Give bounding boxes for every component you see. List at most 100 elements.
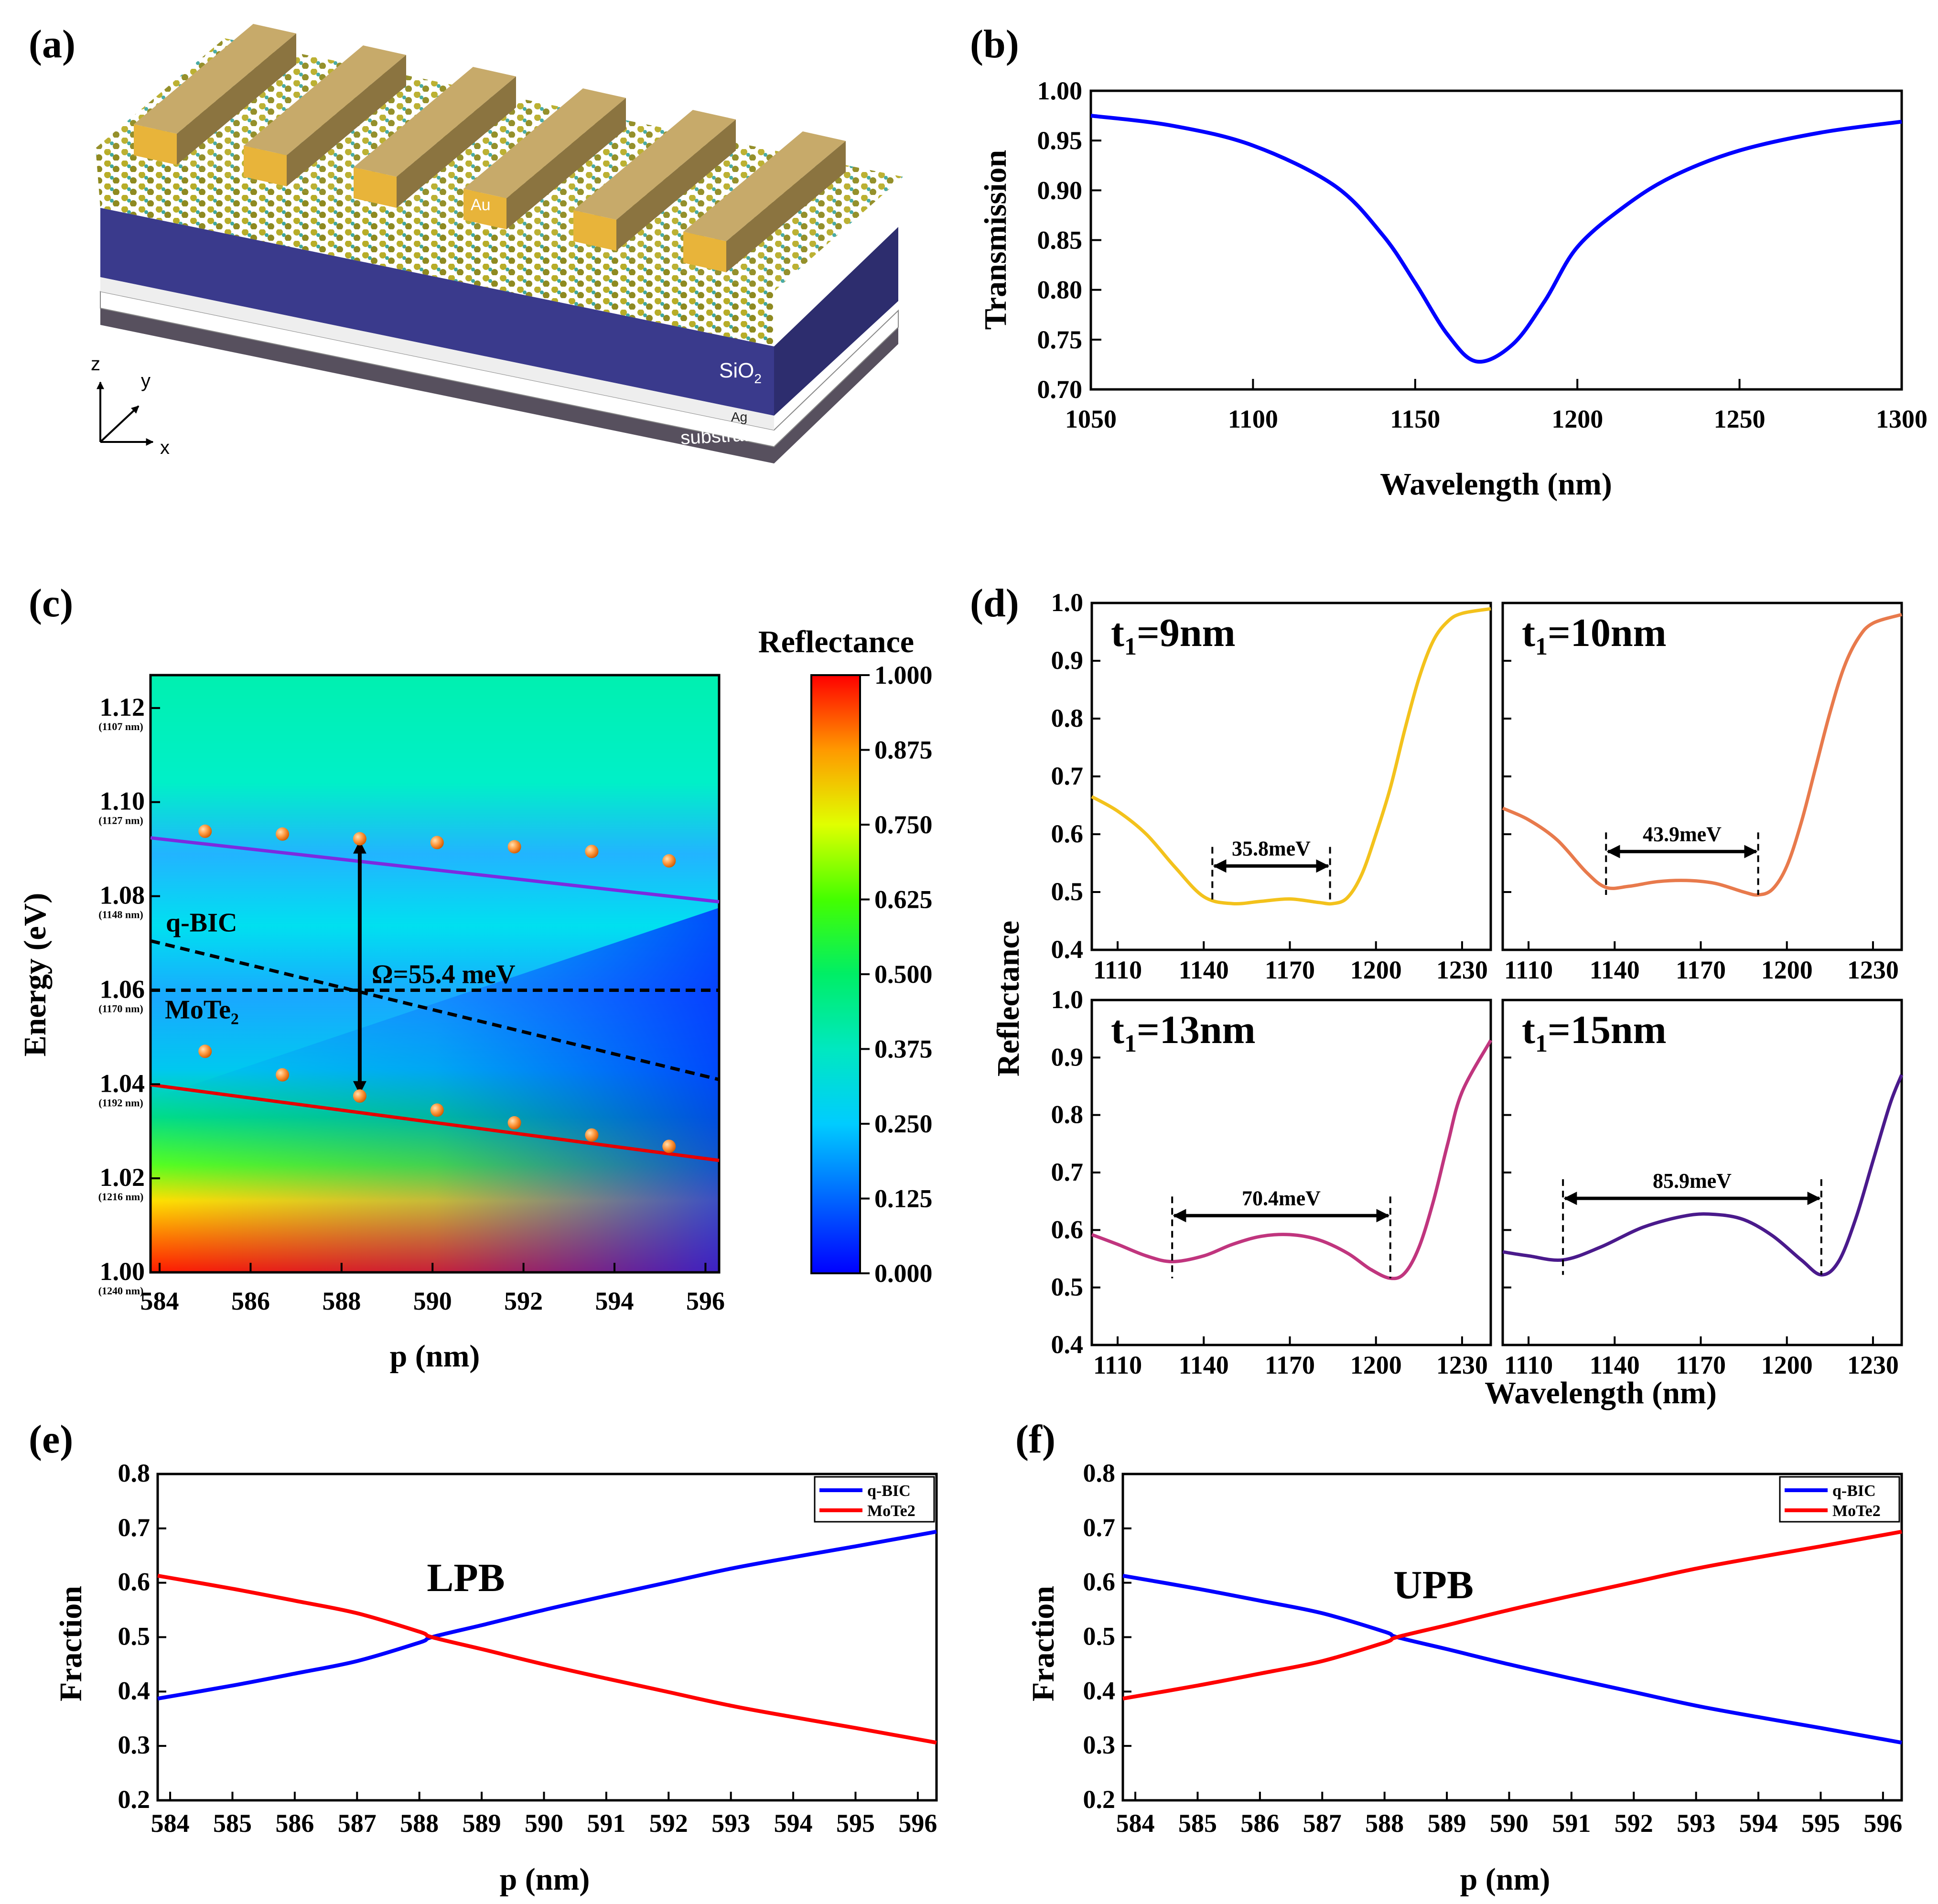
panel-b-chart: (b) 0.70 0.75 0.80 0.85 0.90 0.95 1.00 1050 110… (970, 22, 1927, 502)
y-tick-label: 1.00 (100, 1257, 145, 1286)
subplot-title: t1=15nm (1522, 1008, 1667, 1057)
coordinate-axes (97, 381, 154, 446)
upper-data-point (662, 854, 676, 868)
panel-f-ylabel: Fraction (1026, 1586, 1061, 1701)
axis-z-label: z (91, 354, 100, 375)
y-tick-label: 0.7 (1051, 1158, 1084, 1186)
panel-b-ylabel: Transmission (978, 150, 1013, 330)
y-tick-label: 0.8 (1083, 1459, 1116, 1487)
x-tick-label: 587 (1303, 1809, 1342, 1838)
reflectance-curve (1091, 607, 1491, 906)
panel-d-label: (d) (970, 581, 1019, 625)
y-tick-label: 1.10 (100, 787, 145, 816)
y-tick-label: 0.9 (1051, 646, 1084, 675)
gold-bar (134, 24, 296, 165)
y-tick-label: 0.4 (1083, 1676, 1116, 1705)
rabi-splitting-label: Ω=55.4 meV (372, 959, 516, 989)
x-tick-label: 588 (322, 1287, 361, 1315)
reflectance-subplot: 1110 1140 1170 1200 1230 t1=10nm 43.9meV (1501, 602, 1903, 984)
upper-data-point (276, 827, 290, 841)
panel-e-chart: (e) 0.2 0.3 0.4 0.5 0.6 0.7 0.8 584 585 586 587 588… (29, 1417, 938, 1897)
y-tick-label: 0.9 (1051, 1043, 1084, 1071)
x-tick-label: 588 (1365, 1809, 1404, 1838)
y-tick-label: 0.2 (118, 1785, 151, 1814)
heatmap-blue-band (151, 908, 719, 1272)
fraction-curve-qbic (157, 1529, 937, 1701)
x-tick-label: 1110 (1093, 956, 1142, 984)
x-tick-label: 589 (463, 1809, 501, 1838)
x-tick-label: 1110 (1504, 1351, 1553, 1379)
x-tick-label: 594 (774, 1809, 813, 1838)
colorbar-tick-label: 0.000 (874, 1259, 933, 1288)
x-tick-label: 1250 (1714, 405, 1766, 433)
y-tick-label: 1.0 (1051, 588, 1084, 617)
y-tick-label: 0.5 (118, 1622, 151, 1651)
y-tick-label: 0.3 (118, 1731, 151, 1759)
y-tick-label: 0.8 (1051, 704, 1084, 732)
y-tick-label: 0.80 (1037, 276, 1083, 304)
panel-f-chart: (f) 0.2 0.3 0.4 0.5 0.6 0.7 0.8 584 585 586 587 588… (1015, 1417, 1903, 1897)
panel-c-frame (149, 674, 721, 1274)
panel-d-chart-grid: (d) 0.4 0.5 0.6 0.7 0.8 0.9 1.0 1110 1140 1170 120… (970, 581, 1904, 1410)
x-tick-label: 1300 (1876, 405, 1927, 433)
y-tick-label: 1.00 (1037, 76, 1083, 105)
x-tick-label: 585 (213, 1809, 252, 1838)
legend-label: q-BIC (1832, 1482, 1876, 1500)
y-tick-label: 0.75 (1037, 325, 1083, 354)
branch-annotation: UPB (1393, 1563, 1474, 1607)
x-tick-label: 1110 (1093, 1351, 1142, 1379)
y-tick-label: 0.6 (1051, 819, 1084, 848)
x-tick-label: 588 (400, 1809, 439, 1838)
splitting-label: 43.9meV (1643, 822, 1722, 846)
colorbar-tick-label: 1.000 (874, 661, 933, 689)
x-tick-label: 593 (1677, 1809, 1715, 1838)
y-tick-label: 0.7 (118, 1513, 151, 1542)
subplot-title: t1=10nm (1522, 611, 1667, 660)
x-tick-label: 1140 (1179, 1351, 1229, 1379)
x-tick-label: 1150 (1390, 405, 1440, 433)
x-tick-label: 592 (1615, 1809, 1653, 1838)
legend (814, 1476, 935, 1523)
gold-bar (244, 45, 406, 186)
panel-d-xlabel: Wavelength (nm) (1485, 1376, 1717, 1410)
x-tick-label: 589 (1428, 1809, 1466, 1838)
reflectance-subplot: 0.4 0.5 0.6 0.7 0.8 0.9 1.0 1110 1140 1170 1200 123… (1051, 588, 1492, 984)
colorbar-tick-label: 0.750 (874, 810, 933, 839)
branch-annotation: LPB (427, 1556, 505, 1600)
qbic-label: q-BIC (166, 908, 237, 937)
panel-f-label: (f) (1015, 1417, 1055, 1462)
y-tick-label: 0.8 (118, 1459, 151, 1487)
upper-data-point (430, 836, 444, 850)
y-tick-label: 1.02 (100, 1163, 145, 1192)
x-tick-label: 1230 (1436, 956, 1488, 984)
x-tick-label: 586 (1240, 1809, 1279, 1838)
reflectance-curve (1502, 1074, 1904, 1277)
y-tick-wavelength: (1170 nm) (98, 1002, 143, 1014)
x-tick-label: 594 (595, 1287, 634, 1315)
colorbar-tick-label: 0.250 (874, 1109, 933, 1138)
panel-a-label: (a) (29, 22, 75, 66)
lower-data-point (507, 1116, 521, 1130)
upper-data-point (198, 824, 212, 838)
y-tick-label: 0.95 (1037, 126, 1083, 155)
reflectance-subplot: 1110 1140 1170 1200 1230 t1=15nm 85.9meV (1501, 999, 1904, 1379)
x-tick-label: 596 (1863, 1809, 1902, 1838)
x-tick-label: 595 (1801, 1809, 1840, 1838)
x-tick-label: 590 (413, 1287, 452, 1315)
x-tick-label: 1100 (1228, 405, 1278, 433)
y-tick-label: 0.3 (1083, 1731, 1116, 1759)
ag-label: Ag (731, 409, 747, 424)
panel-c-label: (c) (29, 581, 73, 625)
y-tick-label: 1.0 (1051, 985, 1084, 1014)
upper-data-point (507, 840, 521, 854)
sio2-label: SiO2 (719, 359, 762, 386)
x-tick-label: 1230 (1436, 1351, 1488, 1379)
x-tick-label: 1200 (1761, 956, 1813, 984)
x-tick-label: 584 (151, 1809, 190, 1838)
y-tick-label: 0.6 (118, 1568, 151, 1596)
y-tick-label: 0.70 (1037, 375, 1083, 404)
gold-bar (683, 131, 846, 272)
y-tick-label: 0.5 (1051, 1273, 1084, 1302)
y-tick-label: 0.4 (1051, 1330, 1084, 1359)
